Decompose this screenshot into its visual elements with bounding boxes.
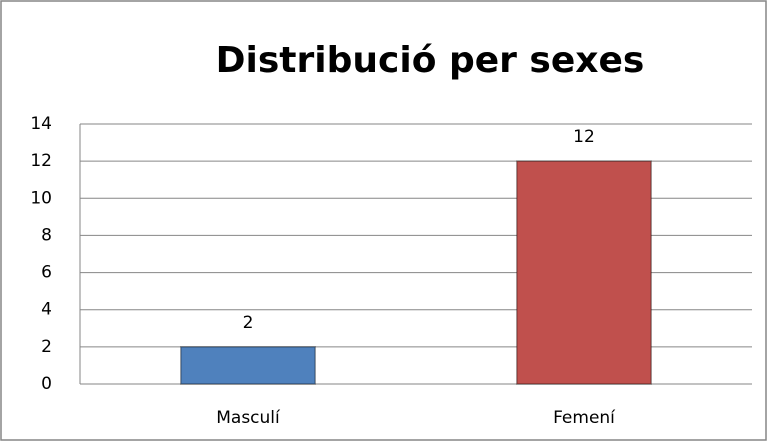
y-tick-label: 10 bbox=[30, 188, 52, 208]
y-tick-label: 14 bbox=[30, 114, 52, 134]
y-tick-label: 4 bbox=[41, 300, 52, 320]
y-tick-label: 12 bbox=[30, 151, 52, 171]
chart-title: Distribució per sexes bbox=[216, 40, 645, 81]
data-label: 2 bbox=[243, 313, 254, 333]
bar bbox=[516, 160, 652, 385]
x-tick-label: Femení bbox=[553, 408, 616, 428]
y-tick-label: 8 bbox=[41, 225, 52, 245]
y-tick-label: 0 bbox=[41, 374, 52, 394]
y-tick-label: 6 bbox=[41, 263, 52, 283]
data-label: 12 bbox=[573, 127, 595, 147]
bar bbox=[180, 346, 316, 385]
y-tick-label: 2 bbox=[41, 337, 52, 357]
x-tick-label: Masculí bbox=[216, 408, 281, 428]
